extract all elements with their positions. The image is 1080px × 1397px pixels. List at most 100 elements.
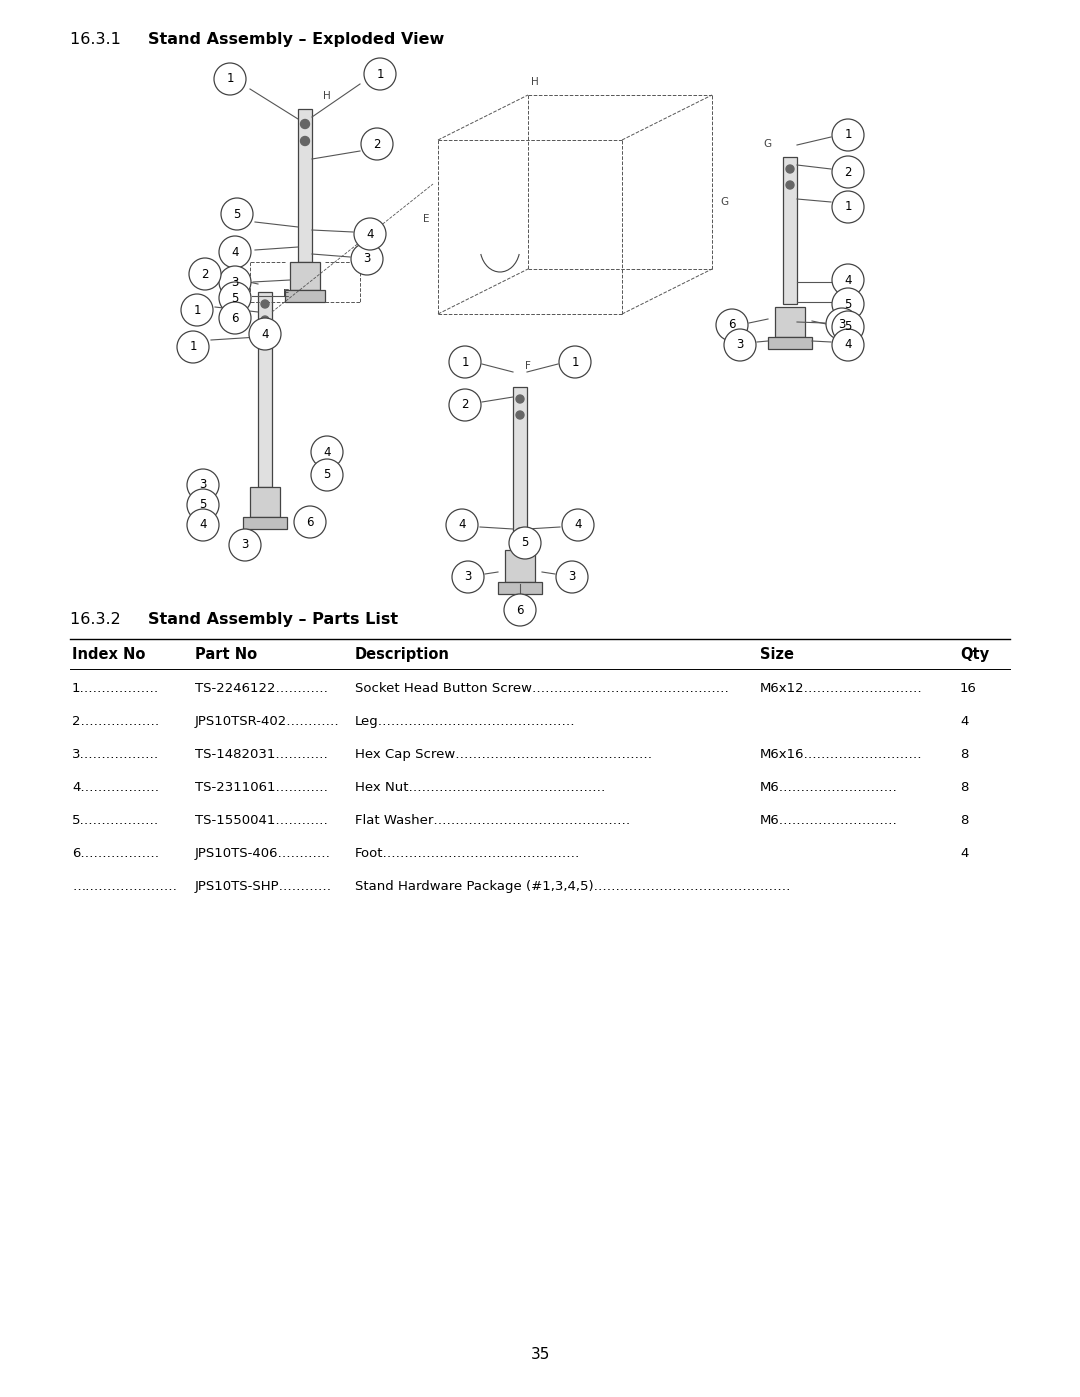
- Text: 3: 3: [737, 338, 744, 352]
- Text: TS-2246122…………: TS-2246122…………: [195, 682, 328, 694]
- Text: 5: 5: [845, 320, 852, 334]
- Text: 5: 5: [323, 468, 330, 482]
- Text: Description: Description: [355, 647, 450, 662]
- Text: E: E: [283, 289, 289, 299]
- Circle shape: [832, 119, 864, 151]
- Circle shape: [300, 120, 310, 129]
- Circle shape: [261, 316, 269, 324]
- Text: 3: 3: [200, 479, 206, 492]
- Circle shape: [832, 288, 864, 320]
- Text: F: F: [525, 360, 531, 372]
- Text: 2: 2: [201, 267, 208, 281]
- Text: Flat Washer………………………………………: Flat Washer………………………………………: [355, 814, 631, 827]
- Text: 1: 1: [189, 341, 197, 353]
- Circle shape: [516, 411, 524, 419]
- Circle shape: [261, 300, 269, 307]
- Circle shape: [219, 282, 251, 314]
- Text: M6………………………: M6………………………: [760, 781, 897, 793]
- Circle shape: [449, 346, 481, 379]
- Circle shape: [311, 436, 343, 468]
- Circle shape: [832, 156, 864, 189]
- Circle shape: [516, 528, 524, 536]
- Text: Size: Size: [760, 647, 794, 662]
- Text: TS-1550041…………: TS-1550041…………: [195, 814, 328, 827]
- Text: 4: 4: [575, 518, 582, 531]
- Text: Part No: Part No: [195, 647, 257, 662]
- Text: 1: 1: [226, 73, 233, 85]
- Text: 5: 5: [233, 208, 241, 221]
- Text: Stand Assembly – Exploded View: Stand Assembly – Exploded View: [148, 32, 444, 47]
- Text: 1: 1: [376, 67, 383, 81]
- Bar: [298, 109, 312, 263]
- Text: Leg………………………………………: Leg………………………………………: [355, 715, 576, 728]
- Bar: [513, 387, 527, 548]
- Text: 35: 35: [530, 1347, 550, 1362]
- Text: JPS10TS-SHP…………: JPS10TS-SHP…………: [195, 880, 333, 893]
- Circle shape: [214, 63, 246, 95]
- Bar: [291, 263, 320, 291]
- Bar: [258, 292, 272, 488]
- Text: Qty: Qty: [960, 647, 989, 662]
- Bar: [243, 517, 287, 529]
- Text: 8: 8: [960, 781, 969, 793]
- Text: G: G: [720, 197, 728, 207]
- Text: 1: 1: [845, 201, 852, 214]
- Circle shape: [716, 309, 748, 341]
- Text: 6: 6: [231, 312, 239, 324]
- Text: 4: 4: [231, 246, 239, 258]
- Text: 2: 2: [374, 137, 381, 151]
- Circle shape: [453, 562, 484, 592]
- Text: M6x12………………………: M6x12………………………: [760, 682, 922, 694]
- Circle shape: [300, 137, 310, 145]
- Text: H: H: [531, 77, 539, 87]
- Text: 3………………: 3………………: [72, 747, 159, 761]
- Bar: [768, 337, 812, 349]
- Text: Stand Hardware Package (#1,3,4,5)………………………………………: Stand Hardware Package (#1,3,4,5)……………………: [355, 880, 791, 893]
- Text: 4: 4: [458, 518, 465, 531]
- Text: 16: 16: [960, 682, 977, 694]
- Text: Index No: Index No: [72, 647, 146, 662]
- Circle shape: [556, 562, 588, 592]
- Circle shape: [187, 469, 219, 502]
- Circle shape: [361, 129, 393, 161]
- Circle shape: [786, 182, 794, 189]
- Text: JPS10TSR-402…………: JPS10TSR-402…………: [195, 715, 340, 728]
- Circle shape: [826, 307, 858, 339]
- Bar: [505, 550, 535, 583]
- Text: 4: 4: [960, 715, 969, 728]
- Circle shape: [351, 243, 383, 275]
- Text: 4: 4: [960, 847, 969, 861]
- Text: 3: 3: [231, 275, 239, 289]
- Circle shape: [294, 506, 326, 538]
- Circle shape: [181, 293, 213, 326]
- Bar: [783, 156, 797, 305]
- Text: 1: 1: [571, 355, 579, 369]
- Text: 4: 4: [845, 338, 852, 352]
- Text: 1: 1: [845, 129, 852, 141]
- Circle shape: [516, 395, 524, 402]
- Text: 4: 4: [845, 274, 852, 286]
- Text: 6: 6: [728, 319, 735, 331]
- Circle shape: [187, 509, 219, 541]
- Text: 3: 3: [363, 253, 370, 265]
- Circle shape: [504, 594, 536, 626]
- Text: 5………………: 5………………: [72, 814, 159, 827]
- Circle shape: [832, 264, 864, 296]
- Text: ……………………: ……………………: [72, 880, 177, 893]
- Text: Stand Assembly – Parts List: Stand Assembly – Parts List: [148, 612, 399, 627]
- Circle shape: [354, 218, 386, 250]
- Circle shape: [219, 236, 251, 268]
- Circle shape: [311, 460, 343, 490]
- Text: 2………………: 2………………: [72, 715, 159, 728]
- Text: Hex Cap Screw………………………………………: Hex Cap Screw………………………………………: [355, 747, 652, 761]
- Text: 3: 3: [241, 538, 248, 552]
- Circle shape: [219, 302, 251, 334]
- Text: 4: 4: [199, 518, 206, 531]
- Text: 8: 8: [960, 747, 969, 761]
- Text: 1: 1: [193, 303, 201, 317]
- Text: 3: 3: [568, 570, 576, 584]
- Text: H: H: [323, 91, 330, 101]
- Text: E: E: [423, 214, 430, 224]
- Circle shape: [177, 331, 210, 363]
- Text: 6………………: 6………………: [72, 847, 159, 861]
